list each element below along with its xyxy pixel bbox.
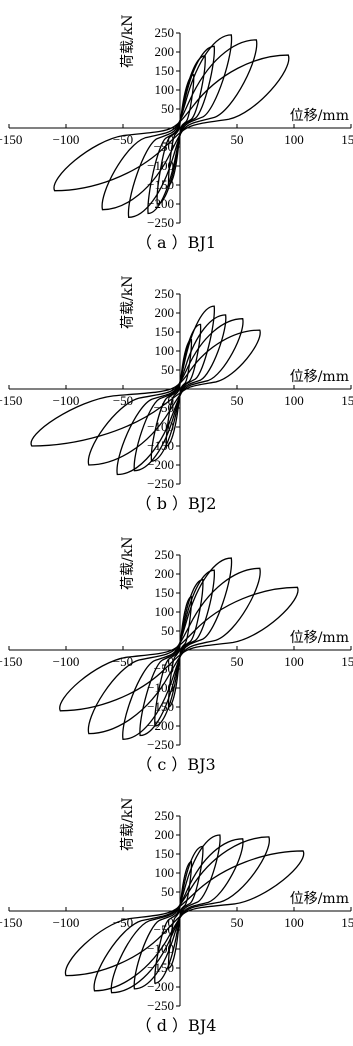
hysteresis-loop-5 [87,318,244,466]
y-tick-label: 50 [161,623,174,638]
y-tick-label: 150 [155,324,175,339]
y-tick-label: 50 [161,884,174,899]
x-tick-label: −100 [53,915,80,930]
x-axis-label: 位移/mm [290,108,349,124]
y-tick-label: 200 [155,305,175,320]
y-tick-label: 50 [161,101,174,116]
x-tick-label: −100 [53,654,80,669]
y-tick-label: 100 [155,343,175,358]
chart-panel-2: −150−100−505010015025020015010050−50−100… [0,276,353,513]
y-tick-label: 50 [161,362,174,377]
y-tick-label: −200 [147,718,174,733]
hysteresis-loop-3 [139,569,215,737]
hysteresis-loop-4 [116,314,227,476]
x-tick-label: −150 [0,915,22,930]
x-tick-label: 100 [284,915,304,930]
x-tick-label: 50 [231,132,244,147]
y-tick-label: −250 [147,215,174,230]
x-tick-label: −100 [53,393,80,408]
y-tick-label: −200 [147,979,174,994]
x-tick-label: 150 [341,915,353,930]
panel-caption: （ a ）BJ1 [136,233,216,252]
panel-caption: （ b ）BJ2 [136,494,217,513]
origin-label: 0 [168,654,175,669]
hysteresis-loop-5 [101,39,258,211]
x-tick-label: 150 [341,132,353,147]
hysteresis-loop-6 [53,54,290,192]
x-tick-label: −150 [0,654,22,669]
y-tick-label: 200 [155,44,175,59]
y-tick-label: −250 [147,998,174,1013]
y-tick-label: −250 [147,476,174,491]
x-tick-label: 50 [231,654,244,669]
y-axis-label: 荷载/kN [120,15,136,68]
x-tick-label: 50 [231,393,244,408]
origin-label: 0 [168,132,175,147]
x-tick-label: −100 [53,132,80,147]
hysteresis-loop-6 [59,586,299,712]
chart-panel-1: −150−100−505010015025020015010050−50−100… [0,15,353,252]
y-tick-label: 100 [155,604,175,619]
x-tick-label: 150 [341,393,353,408]
y-axis-label: 荷载/kN [120,537,136,590]
hysteresis-loop-4 [110,838,244,994]
x-axis-label: 位移/mm [290,630,349,646]
y-tick-label: 100 [155,865,175,880]
chart-panel-4: −150−100−505010015025020015010050−50−100… [0,798,353,1035]
hysteresis-loop-5 [87,567,261,735]
x-tick-label: −50 [113,393,133,408]
y-tick-label: 200 [155,566,175,581]
y-tick-label: 150 [155,63,175,78]
x-tick-label: −150 [0,132,22,147]
y-axis-label: 荷载/kN [120,798,136,851]
x-axis-label: 位移/mm [290,891,349,907]
hysteresis-loop-2 [154,845,204,984]
x-tick-label: 100 [284,654,304,669]
hysteresis-loop-4 [122,557,233,740]
panel-caption: （ c ）BJ3 [136,755,216,774]
hysteresis-loop-3 [133,834,221,990]
y-tick-label: 250 [155,808,175,823]
x-tick-label: 50 [231,915,244,930]
chart-panel-3: −150−100−505010015025020015010050−50−100… [0,537,353,774]
y-tick-label: 200 [155,827,175,842]
y-tick-label: −250 [147,737,174,752]
y-tick-label: 250 [155,547,175,562]
hysteresis-loop-5 [93,836,270,992]
y-tick-label: 250 [155,286,175,301]
y-tick-label: 100 [155,82,175,97]
x-tick-label: −150 [0,393,22,408]
y-tick-label: 250 [155,25,175,40]
hysteresis-loop-6 [30,329,261,447]
y-axis-label: 荷载/kN [120,276,136,329]
panel-caption: （ d ）BJ4 [136,1016,217,1035]
y-tick-label: 150 [155,585,175,600]
x-axis-label: 位移/mm [290,369,349,385]
origin-label: 0 [168,915,175,930]
x-tick-label: −50 [113,132,133,147]
hysteresis-loop-4 [127,34,233,218]
x-tick-label: 150 [341,654,353,669]
hysteresis-loop-6 [64,850,305,977]
x-tick-label: 100 [284,393,304,408]
y-tick-label: 150 [155,846,175,861]
hysteresis-loop-3 [147,45,215,215]
x-tick-label: 100 [284,132,304,147]
